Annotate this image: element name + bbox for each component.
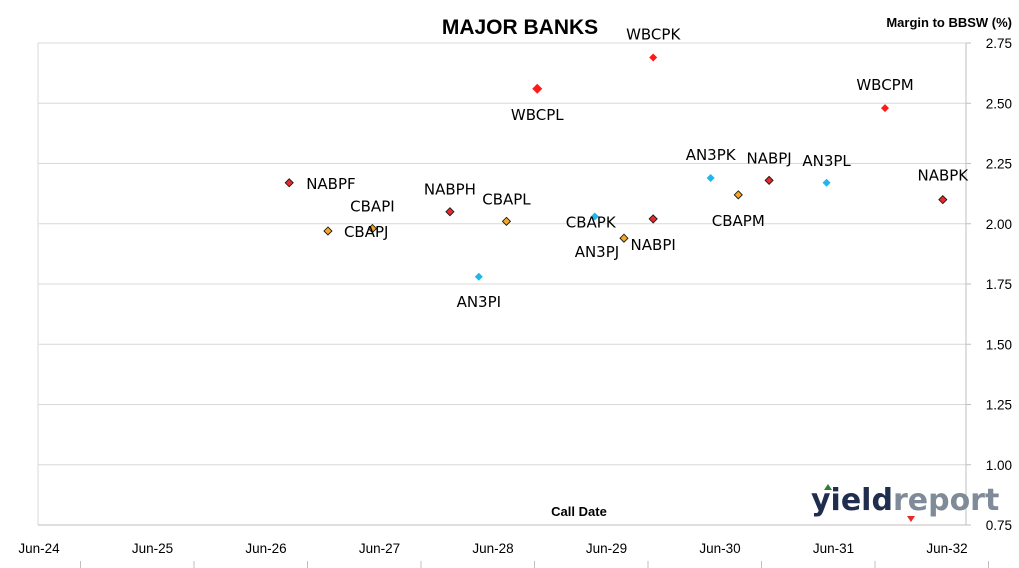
grid-lines [38, 42, 971, 526]
x-tick-label: Jun-31 [813, 541, 854, 556]
data-label-wbcpm: WBCPM [856, 76, 913, 94]
data-point-an3pl [822, 178, 831, 187]
y-tick-label: 1.25 [986, 398, 1012, 413]
data-label-nabph: NABPH [424, 181, 476, 199]
data-point-nabph [445, 207, 455, 217]
data-label-wbcpl: WBCPL [511, 106, 564, 124]
data-label-cbapk: CBAPK [566, 214, 617, 232]
data-label-nabpj: NABPJ [746, 149, 791, 167]
y-axis-title: Margin to BBSW (%) [886, 15, 1012, 30]
data-label-an3pl: AN3PL [802, 152, 851, 170]
data-point-wbcpk [649, 53, 658, 62]
data-label-wbcpk: WBCPK [626, 25, 681, 43]
data-point-labels: NABPF CBAPJ CBAPI NABPH AN3PI CBAPL WBCPL CBAPK… [306, 25, 969, 310]
data-label-cbapi: CBAPI [350, 198, 395, 216]
data-point-nabpk [938, 195, 948, 205]
x-tick-label: Jun-24 [18, 541, 60, 556]
data-label-cbapl: CBAPL [482, 190, 531, 208]
x-axis-tick-labels: Jun-24 Jun-25 Jun-26 Jun-27 Jun-28 Jun-29 Jun-… [18, 541, 989, 568]
y-tick-label: 0.75 [986, 518, 1012, 533]
axes [37, 43, 967, 526]
logo-down-arrow-icon [907, 516, 915, 522]
y-tick-label: 1.00 [986, 458, 1012, 473]
data-point-an3pk [706, 173, 715, 182]
y-tick-label: 2.25 [986, 157, 1012, 172]
data-label-cbapj: CBAPJ [344, 223, 389, 241]
data-point-cbapk [590, 212, 599, 221]
x-tick-label: Jun-27 [359, 541, 400, 556]
logo-up-arrow-icon [824, 484, 832, 490]
data-label-nabpf: NABPF [306, 175, 355, 193]
x-tick-label: Jun-30 [699, 541, 740, 556]
logo-text-report: report [893, 483, 999, 518]
data-label-an3pj: AN3PJ [575, 243, 620, 261]
data-label-nabpk: NABPK [917, 167, 969, 185]
data-label-an3pk: AN3PK [686, 146, 737, 164]
data-point-cbapm [733, 190, 743, 200]
x-tick-label: Jun-26 [245, 541, 286, 556]
data-point-nabpj [764, 175, 774, 186]
logo-text-yield: yield [811, 483, 893, 518]
y-tick-label: 1.75 [986, 277, 1012, 292]
data-point-an3pi [474, 272, 483, 281]
data-points [284, 53, 948, 281]
data-point-an3pj [619, 233, 629, 243]
x-tick-label: Jun-28 [472, 541, 513, 556]
chart-title: MAJOR BANKS [442, 16, 598, 39]
x-axis-title: Call Date [551, 504, 607, 519]
data-label-an3pi: AN3PI [457, 293, 502, 311]
data-point-wbcpm [881, 104, 890, 113]
data-point-nabpf [284, 178, 294, 188]
y-tick-label: 2.75 [986, 36, 1012, 51]
x-tick-label: Jun-29 [586, 541, 627, 556]
yieldreport-logo: yieldreport [811, 483, 999, 522]
y-tick-label: 2.50 [986, 96, 1012, 111]
x-tick-label: Jun-25 [132, 541, 173, 556]
data-point-cbapi [367, 223, 378, 234]
data-point-cbapj [323, 226, 333, 236]
svg-text:yieldreport: yieldreport [811, 483, 999, 518]
data-point-cbapl [501, 216, 512, 226]
data-point-nabpi [648, 214, 658, 224]
data-label-nabpi: NABPI [631, 236, 676, 254]
data-label-cbapm: CBAPM [712, 212, 765, 230]
y-tick-label: 1.50 [986, 337, 1012, 352]
y-axis-tick-labels: 0.75 1.00 1.25 1.50 1.75 2.00 2.25 2.50 2.75 [986, 36, 1012, 533]
y-tick-label: 2.00 [986, 217, 1012, 232]
data-point-wbcpl [532, 83, 543, 94]
x-tick-label: Jun-32 [926, 541, 967, 556]
